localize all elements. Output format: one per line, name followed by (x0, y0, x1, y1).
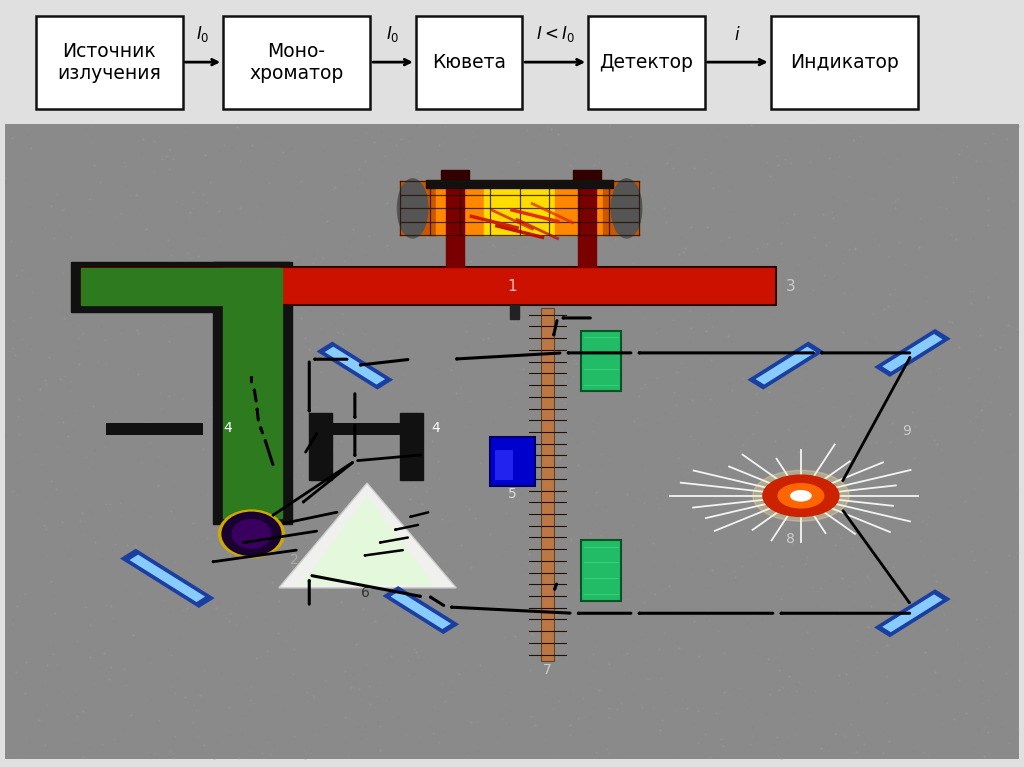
Bar (770, 15, 918, 109)
Bar (603, 182, 614, 235)
Text: 3: 3 (785, 278, 796, 294)
Ellipse shape (753, 470, 849, 522)
Bar (581, 331, 622, 391)
Text: 4: 4 (223, 420, 231, 435)
Polygon shape (382, 586, 459, 634)
Text: Кювета: Кювета (432, 53, 506, 71)
Bar (567, 182, 580, 235)
Bar (400, 182, 413, 235)
Polygon shape (319, 423, 416, 436)
Bar (81, 267, 775, 305)
Text: 9: 9 (902, 424, 911, 439)
Bar (614, 182, 627, 235)
Bar (223, 15, 370, 109)
Bar (544, 182, 555, 235)
Bar (213, 262, 292, 525)
Polygon shape (301, 495, 434, 584)
Text: 7: 7 (543, 663, 552, 676)
Text: 8: 8 (786, 532, 796, 546)
Bar (446, 172, 464, 267)
Polygon shape (883, 334, 943, 372)
Bar (555, 182, 567, 235)
Bar (496, 182, 508, 235)
Text: 1: 1 (507, 278, 517, 294)
Text: Моно-
хроматор: Моно- хроматор (250, 41, 344, 83)
Ellipse shape (232, 519, 270, 548)
Bar (472, 182, 484, 235)
Polygon shape (129, 555, 205, 602)
Polygon shape (279, 483, 457, 588)
Bar (309, 413, 332, 480)
Bar (424, 182, 436, 235)
Text: 6: 6 (360, 586, 370, 600)
Ellipse shape (791, 491, 811, 501)
Bar (508, 182, 519, 235)
Bar (531, 182, 544, 235)
Bar (441, 170, 469, 182)
Text: 4: 4 (431, 420, 439, 435)
Bar (578, 172, 596, 267)
Bar (580, 182, 591, 235)
Text: $I<I_0$: $I<I_0$ (536, 24, 574, 44)
Polygon shape (874, 589, 951, 637)
Ellipse shape (397, 179, 428, 238)
Text: Индикатор: Индикатор (790, 53, 898, 71)
Text: Источник
излучения: Источник излучения (57, 41, 161, 83)
Bar (400, 413, 423, 480)
Ellipse shape (778, 484, 823, 508)
Polygon shape (883, 594, 943, 632)
Polygon shape (874, 329, 951, 377)
Ellipse shape (763, 475, 839, 516)
Polygon shape (316, 341, 393, 390)
Bar (542, 308, 554, 661)
Polygon shape (120, 548, 215, 608)
Text: $I_0$: $I_0$ (386, 24, 399, 44)
Bar (436, 182, 449, 235)
Polygon shape (325, 347, 385, 384)
Bar (591, 182, 603, 235)
Bar (581, 540, 622, 601)
Bar (489, 436, 536, 486)
Polygon shape (390, 591, 451, 629)
Bar (627, 182, 639, 235)
Bar (572, 170, 601, 182)
Bar (416, 15, 522, 109)
Bar (519, 182, 531, 235)
Bar (71, 262, 289, 311)
Bar (449, 182, 460, 235)
Bar (510, 305, 519, 319)
Ellipse shape (218, 510, 285, 558)
Bar (426, 180, 613, 188)
Polygon shape (748, 341, 824, 390)
Text: 5: 5 (508, 487, 517, 501)
Bar (413, 182, 424, 235)
Bar (495, 450, 513, 480)
Polygon shape (756, 347, 816, 384)
Bar (223, 268, 282, 518)
Bar (36, 15, 182, 109)
Bar (460, 182, 472, 235)
Text: 2: 2 (290, 553, 299, 568)
Text: Детектор: Детектор (599, 53, 693, 71)
Ellipse shape (611, 179, 642, 238)
Polygon shape (106, 423, 203, 436)
Ellipse shape (222, 512, 281, 555)
Bar (81, 268, 279, 305)
Text: $i$: $i$ (734, 26, 740, 44)
Bar (484, 182, 496, 235)
Text: $I_0$: $I_0$ (196, 24, 210, 44)
Bar (588, 15, 705, 109)
